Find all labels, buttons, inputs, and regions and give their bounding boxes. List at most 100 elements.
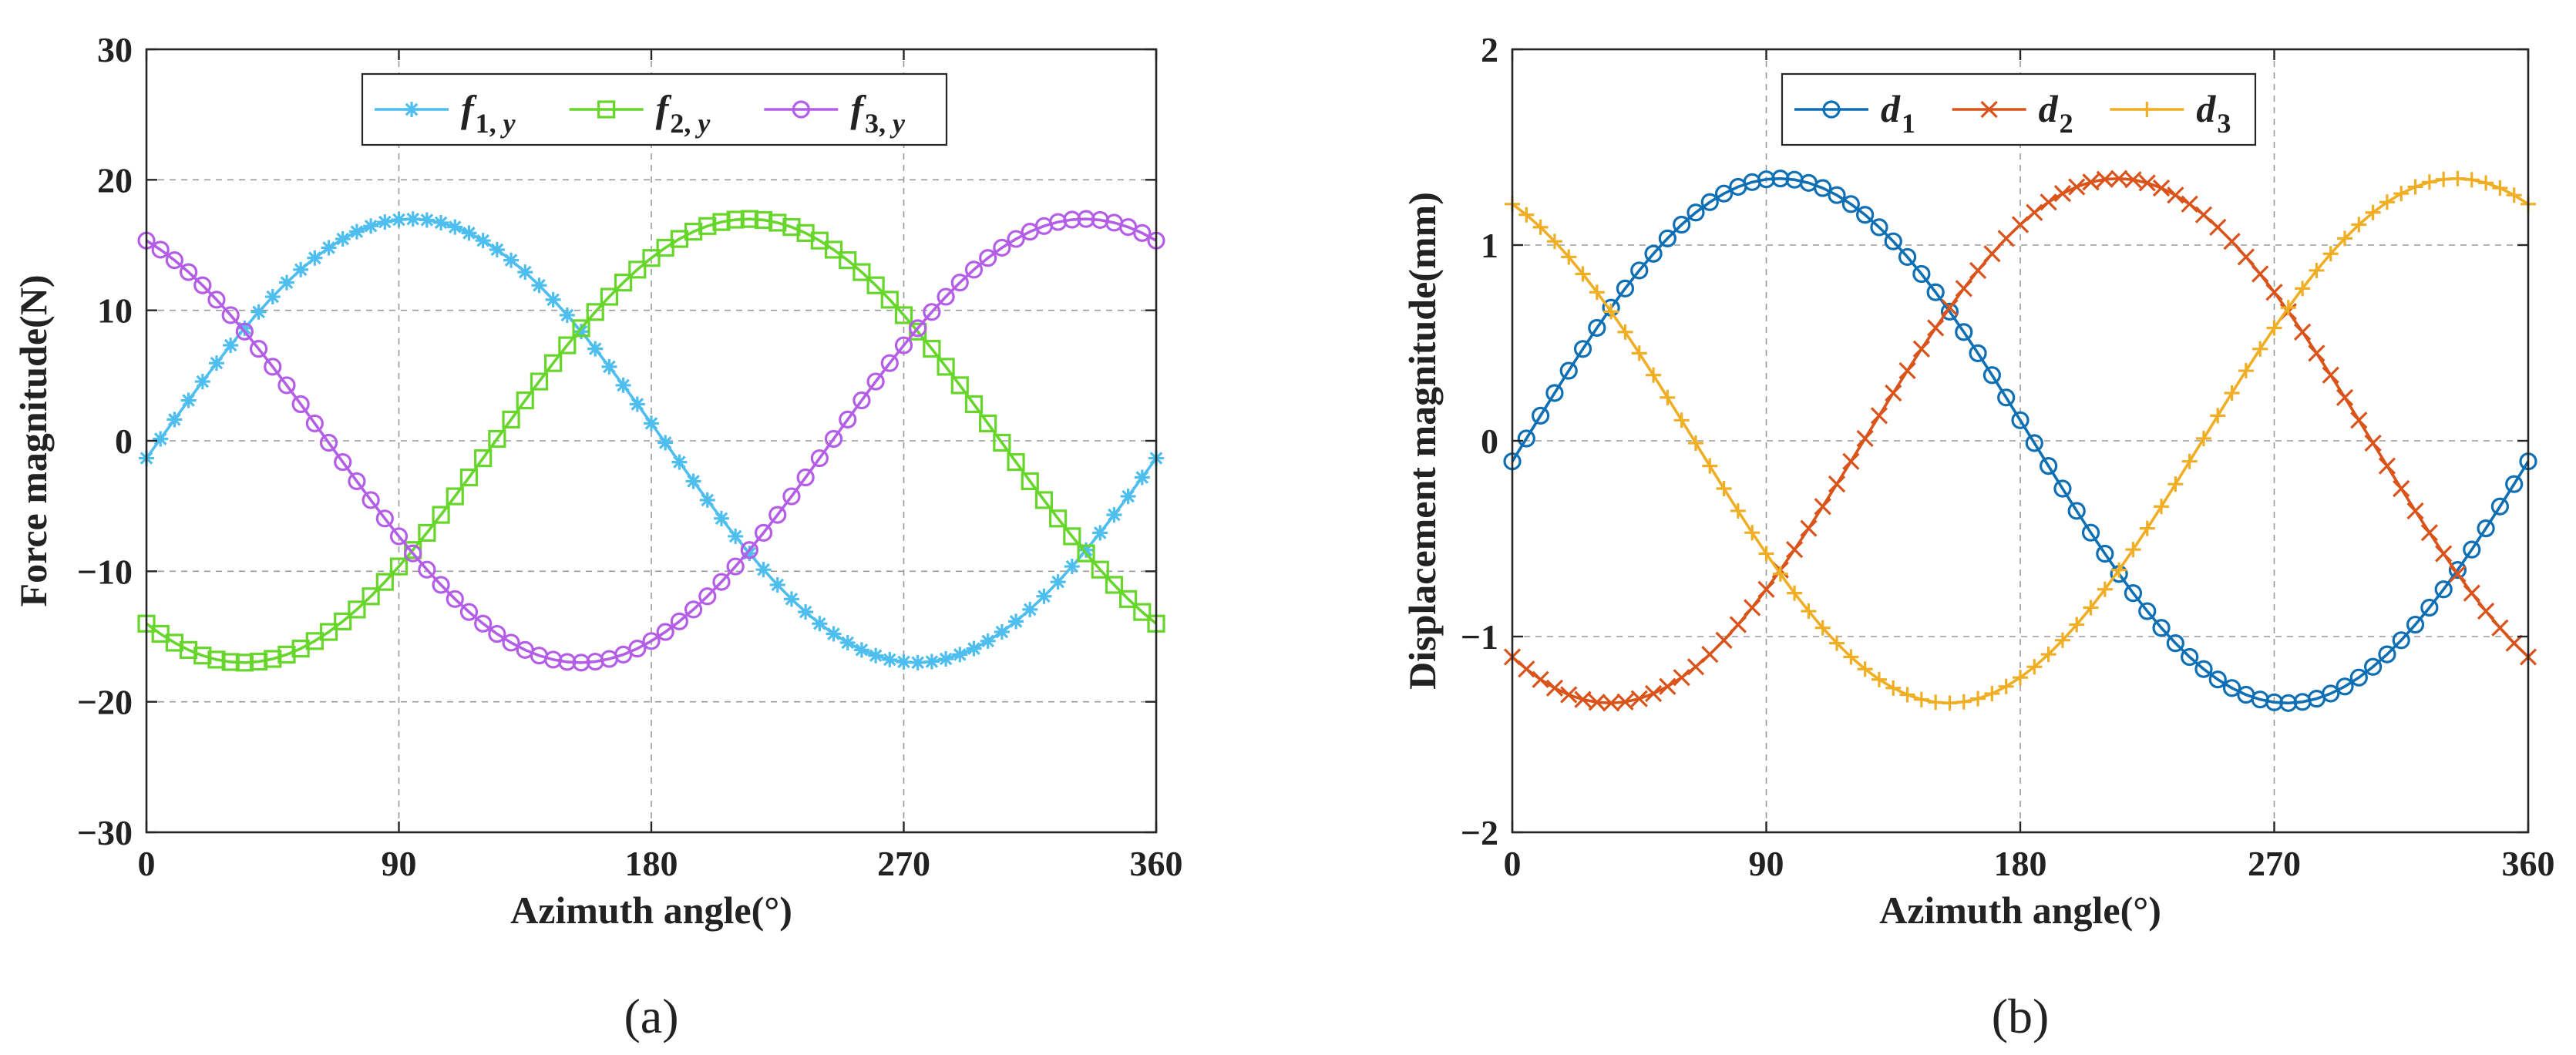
data-point-f1,y <box>503 252 520 268</box>
data-point-f2,y <box>319 623 338 641</box>
x-tick-label: 360 <box>2502 844 2555 883</box>
data-point-d1 <box>1700 193 1719 211</box>
data-point-d3 <box>1829 635 1845 651</box>
data-point-d2 <box>1814 498 1831 516</box>
data-point-f3,y <box>207 291 226 309</box>
data-point-d2 <box>2393 479 2410 498</box>
data-point-f2,y <box>334 612 352 630</box>
data-point-d2 <box>1616 693 1634 711</box>
data-point-f3,y <box>796 468 815 487</box>
data-point-d1 <box>1940 302 1959 321</box>
data-point-f1,y <box>237 320 253 336</box>
data-point-d3 <box>2309 262 2325 278</box>
data-point-d3 <box>2506 187 2522 203</box>
data-point-d3 <box>2393 186 2410 202</box>
data-point-f2,y <box>600 287 619 306</box>
data-point-f3,y <box>459 603 479 621</box>
data-point-f3,y <box>853 391 871 410</box>
data-point-f2,y <box>853 263 871 281</box>
data-point-d1 <box>1532 406 1550 425</box>
data-point-f1,y <box>783 591 799 607</box>
data-point-d2 <box>2364 434 2382 452</box>
data-point-d1 <box>1616 279 1635 297</box>
data-point-d3 <box>1998 678 2014 694</box>
data-point-f3,y <box>979 249 997 267</box>
data-point-f2,y <box>839 251 857 270</box>
data-point-d2 <box>2477 602 2495 620</box>
data-point-f2,y <box>1034 491 1054 509</box>
data-point-f3,y <box>404 544 422 563</box>
data-point-d1 <box>1884 232 1902 250</box>
data-point-f1,y <box>839 634 856 650</box>
data-point-f1,y <box>517 264 533 281</box>
data-point-d1 <box>2138 602 2157 620</box>
data-point-d1 <box>2166 634 2184 653</box>
data-point-d1 <box>2322 684 2340 703</box>
data-point-d1 <box>2067 502 2086 520</box>
data-point-f2,y <box>1119 590 1138 608</box>
data-point-f1,y <box>1022 601 1038 617</box>
data-point-f2,y <box>993 433 1011 452</box>
data-point-f2,y <box>1021 472 1039 491</box>
data-point-f1,y <box>489 241 505 257</box>
data-point-f3,y <box>712 573 731 591</box>
data-point-d3 <box>1646 367 1662 383</box>
data-point-d1 <box>2420 598 2439 617</box>
data-point-f3,y <box>319 433 338 452</box>
data-point-f1,y <box>952 647 968 663</box>
data-point-d1 <box>2378 645 2396 664</box>
data-point-d3 <box>2421 174 2437 190</box>
data-point-d1 <box>2505 475 2524 493</box>
data-point-d1 <box>1545 384 1564 402</box>
data-point-f2,y <box>712 213 731 231</box>
data-point-f1,y <box>573 324 590 340</box>
data-point-d1 <box>1644 244 1663 263</box>
legend-subscript: 2 <box>2060 108 2073 139</box>
data-point-d3 <box>1801 603 1817 620</box>
data-point-d2 <box>2082 173 2100 191</box>
data-point-f3,y <box>264 358 282 376</box>
data-point-f2,y <box>193 647 212 665</box>
data-point-d1 <box>2053 479 2072 498</box>
data-point-f1,y <box>433 214 449 230</box>
data-point-f2,y <box>1049 509 1068 528</box>
data-point-d1 <box>2222 679 2241 697</box>
data-point-d2 <box>1983 245 2001 263</box>
series-line-d1 <box>1511 176 2530 705</box>
data-point-f1,y <box>1008 613 1024 630</box>
data-point-d2 <box>2378 457 2396 475</box>
data-point-d1 <box>2194 660 2213 678</box>
data-point-f1,y <box>980 633 996 649</box>
data-point-f3,y <box>277 376 296 395</box>
data-point-d3 <box>2478 175 2494 191</box>
data-point-d2 <box>2040 193 2057 211</box>
data-point-d2 <box>2293 323 2312 341</box>
data-point-d2 <box>2308 344 2325 362</box>
legend-subscript: 1 <box>1902 108 1915 139</box>
x-axis-label: Azimuth angle(°) <box>1879 889 2161 932</box>
data-point-f3,y <box>375 509 394 528</box>
data-point-d2 <box>1885 384 1902 402</box>
data-point-f2,y <box>824 240 843 259</box>
data-point-f1,y <box>685 473 701 489</box>
data-point-f2,y <box>249 652 268 671</box>
data-point-d3 <box>2125 542 2141 558</box>
data-point-f1,y <box>559 307 575 323</box>
data-point-f1,y <box>923 653 940 670</box>
data-point-f3,y <box>446 590 464 608</box>
y-tick-label: 20 <box>97 160 133 200</box>
data-point-d2 <box>1701 645 1719 664</box>
legend-marker-f1,y <box>404 102 419 117</box>
data-point-f3,y <box>305 414 324 433</box>
x-tick-label: 0 <box>1504 844 1522 883</box>
data-point-d2 <box>1687 658 1705 676</box>
data-point-d1 <box>2392 631 2410 650</box>
x-tick-label: 360 <box>1130 844 1183 883</box>
chart-panel-1: 0 90 180 270 360 −30 −20 −10 0 10 20 30 Azimuth angl… <box>12 30 1183 1043</box>
y-tick-label: −30 <box>77 813 133 852</box>
data-point-f3,y <box>502 633 520 652</box>
data-point-f1,y <box>882 651 898 667</box>
x-tick-label: 0 <box>138 844 156 883</box>
data-point-f2,y <box>726 210 745 229</box>
